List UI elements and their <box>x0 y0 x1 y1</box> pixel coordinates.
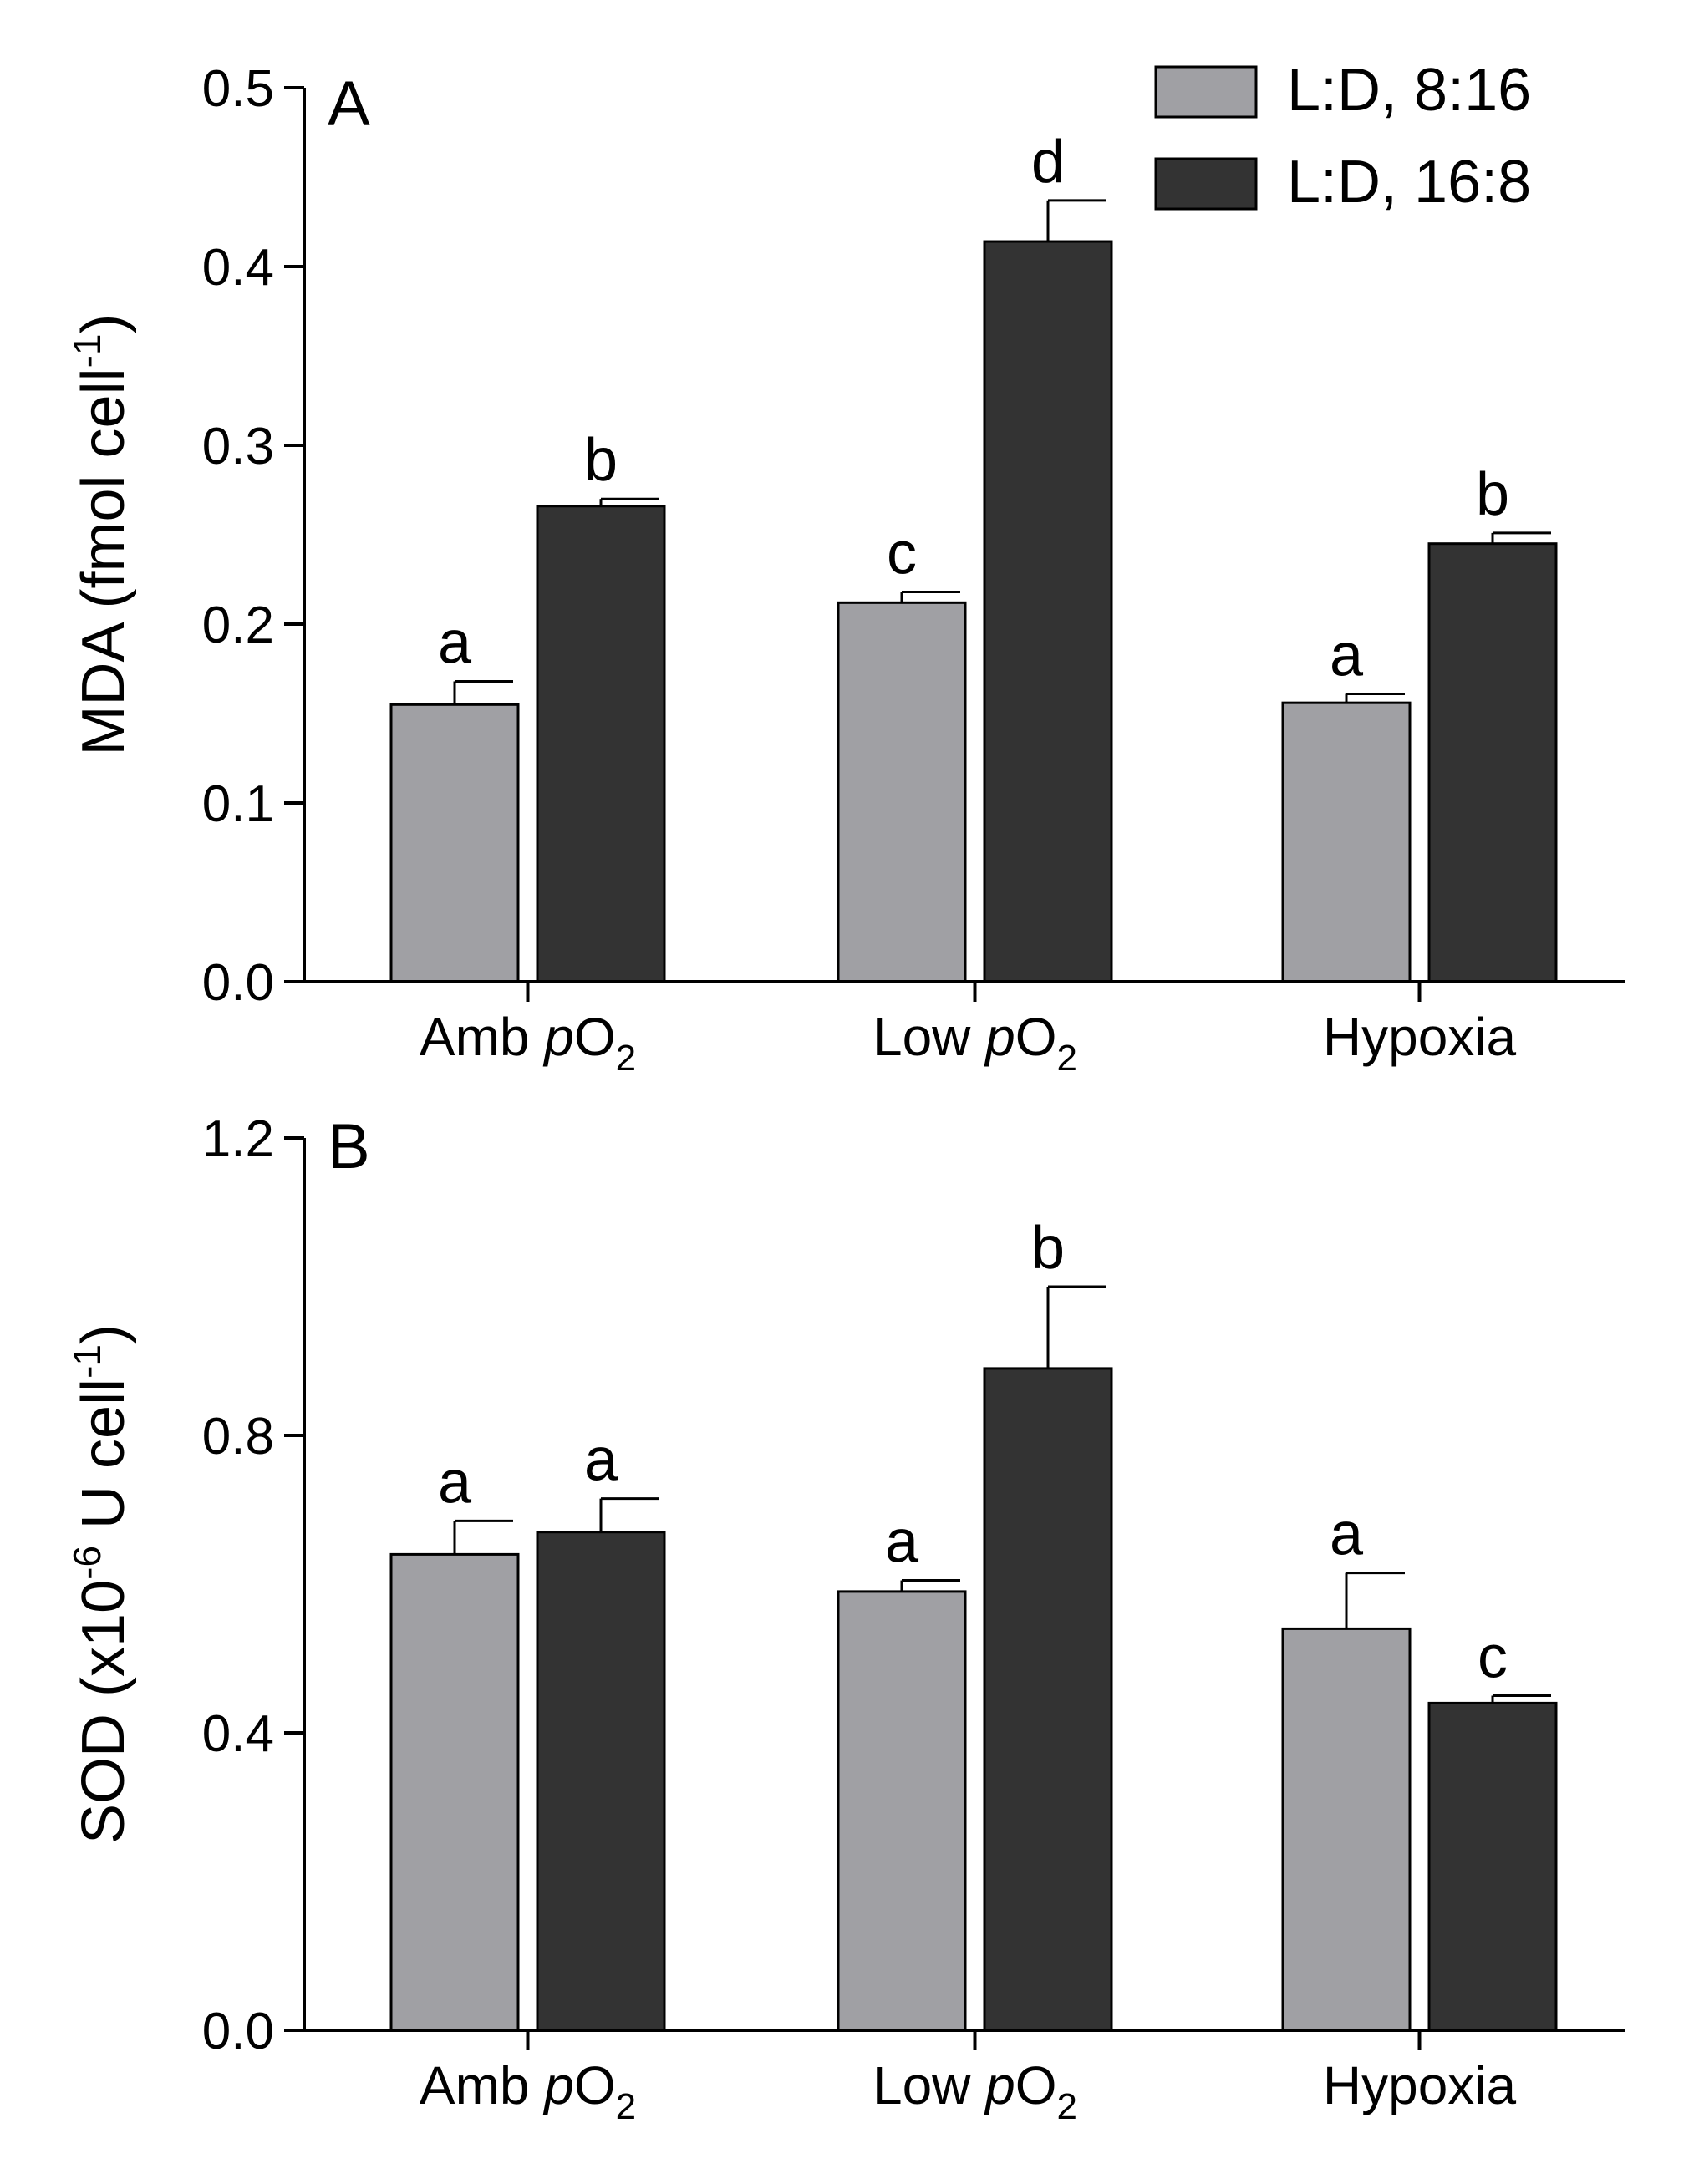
significance-letter: c <box>887 520 917 587</box>
y-tick-label: 0.4 <box>202 239 274 297</box>
y-tick-label: 0.5 <box>202 60 274 118</box>
y-axis-title: SOD (x10-6 U cell-1) <box>65 1324 137 1844</box>
legend-label: L:D, 8:16 <box>1287 57 1531 124</box>
significance-letter: a <box>885 1509 919 1576</box>
bar-b-s0-c1 <box>837 1590 967 2032</box>
bar-b-s1-c0 <box>536 1531 666 2032</box>
y-tick-label: 0.2 <box>202 597 274 654</box>
significance-letter: d <box>1031 129 1065 196</box>
bar-a-s0-c1 <box>837 601 967 983</box>
panel-letter: B <box>328 1111 370 1182</box>
x-category-label: Low pO2 <box>872 2055 1077 2127</box>
significance-letter: a <box>438 1449 472 1516</box>
significance-letter: a <box>584 1427 618 1494</box>
x-category-label: Low pO2 <box>872 1007 1077 1079</box>
bar-a-s1-c1 <box>983 240 1113 983</box>
significance-letter: b <box>1031 1215 1065 1282</box>
significance-letter: a <box>1330 622 1364 688</box>
x-category-label: Hypoxia <box>1323 2055 1517 2115</box>
bar-a-s1-c0 <box>536 505 666 983</box>
x-category-label: Amb pO2 <box>420 2055 636 2127</box>
bar-a-s0-c2 <box>1281 701 1412 983</box>
x-category-label: Amb pO2 <box>420 1007 636 1079</box>
y-tick-label: 0.3 <box>202 418 274 475</box>
significance-letter: c <box>1478 1624 1508 1691</box>
panel-a: a c a b d b 0.0 0.1 0.2 0.3 0.4 0.5 Amb pO2 Low pO2 Hy… <box>65 57 1625 1079</box>
bar-b-s0-c2 <box>1281 1627 1412 2032</box>
significance-letter: a <box>1330 1501 1364 1568</box>
significance-letter: a <box>438 609 472 676</box>
y-tick-label: 0.4 <box>202 1705 274 1763</box>
panel-b: a a a a b c 0.0 0.4 0.8 1.2 Amb pO2 Low pO2 Hypoxia B… <box>65 1110 1625 2127</box>
bar-b-s1-c2 <box>1427 1701 1558 2032</box>
y-tick-label: 0.8 <box>202 1408 274 1465</box>
y-axis-title: MDA (fmol cell-1) <box>65 314 137 756</box>
panel-letter: A <box>328 69 370 140</box>
y-tick-label: 1.2 <box>202 1110 274 1168</box>
significance-letter: b <box>1476 461 1509 528</box>
legend: L:D, 8:16 L:D, 16:8 <box>1154 57 1531 216</box>
bar-b-s1-c1 <box>983 1367 1113 2032</box>
bar-b-s0-c0 <box>389 1552 520 2032</box>
bar-a-s1-c2 <box>1427 542 1558 983</box>
legend-swatch <box>1154 157 1258 211</box>
y-tick-label: 0.0 <box>202 2003 274 2060</box>
legend-swatch <box>1154 65 1258 119</box>
bar-a-s0-c0 <box>389 703 520 983</box>
y-tick-label: 0.1 <box>202 775 274 833</box>
x-category-label: Hypoxia <box>1323 1007 1517 1067</box>
y-tick-label: 0.0 <box>202 954 274 1012</box>
legend-label: L:D, 16:8 <box>1287 149 1531 216</box>
significance-letter: b <box>584 427 618 494</box>
